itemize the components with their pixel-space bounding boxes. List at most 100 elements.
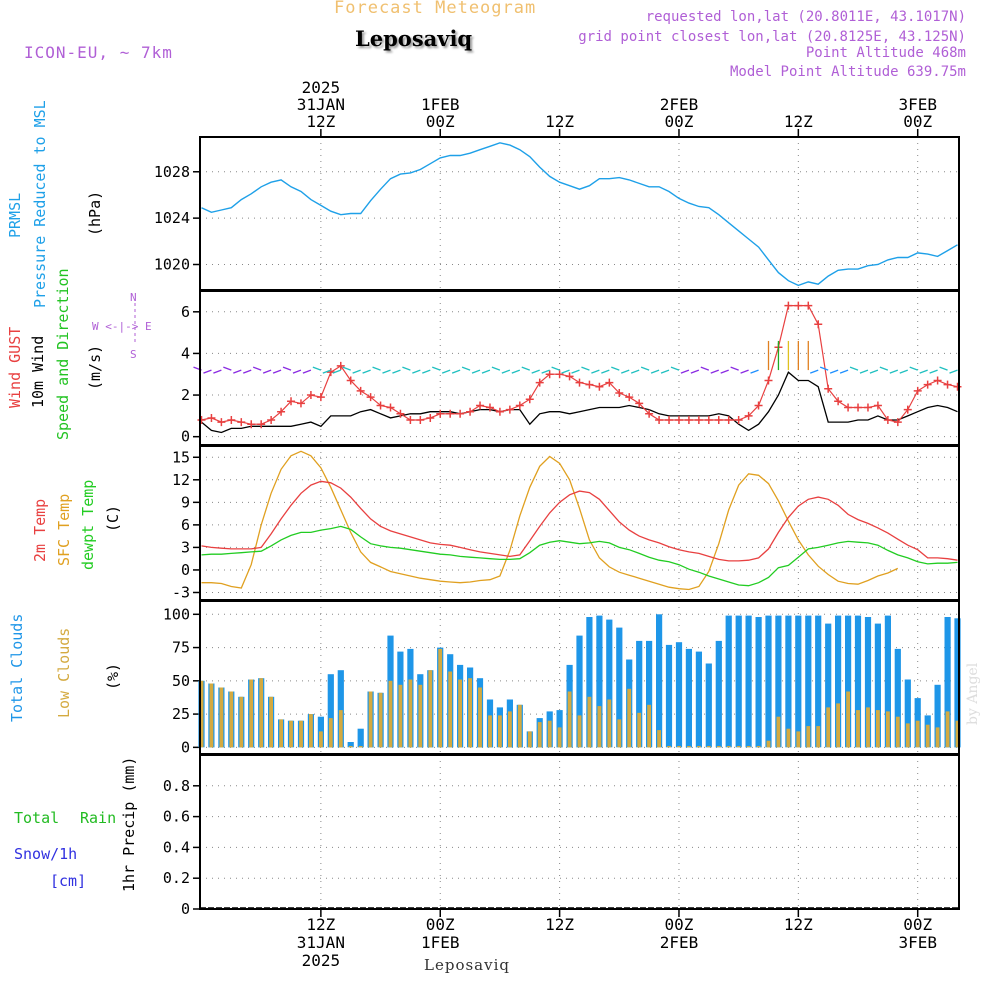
low-cloud-bar (955, 720, 960, 748)
wind-gust-marker (306, 391, 315, 400)
temp-ytick-label: 3 (181, 538, 190, 556)
low-cloud-bar (756, 746, 761, 748)
low-cloud-bar (856, 710, 860, 748)
wind-direction-arrow (441, 369, 451, 374)
top-xlabel-date: 3FEB (898, 95, 937, 114)
low-cloud-bar (657, 730, 661, 748)
low-cloud-bar (557, 727, 562, 748)
low-cloud-bar (289, 720, 293, 748)
pressure-frame (199, 136, 960, 291)
total-cloud-bar (805, 615, 812, 748)
compass-n: N (130, 291, 137, 304)
low-cloud-bar (328, 718, 333, 748)
wind-gust-marker (396, 409, 405, 418)
wind-gust-marker (466, 407, 475, 416)
wind-gust-marker (575, 378, 584, 387)
total-cloud-bar (705, 663, 712, 748)
footer-location: Leposaviq (424, 956, 510, 974)
wind-direction-arrow (621, 369, 630, 374)
wind-gust-marker (505, 405, 514, 414)
total-cloud-bar (775, 615, 782, 748)
wind-direction-arrow (471, 369, 481, 374)
wind-direction-arrow (451, 369, 461, 374)
wind-gust-marker (217, 418, 226, 427)
wind-gust-marker (764, 376, 773, 385)
wind-direction-arrow (262, 369, 272, 374)
total-cloud-bar (685, 648, 692, 748)
temp-ytick-label: 9 (181, 493, 190, 511)
low-cloud-bar (199, 680, 204, 748)
low-cloud-bar (279, 719, 283, 748)
wind-direction-arrow (213, 369, 222, 374)
precip-rain-label: Rain (80, 809, 117, 827)
wind-direction-arrow (352, 369, 361, 374)
total-cloud-bar (576, 635, 583, 748)
wind-ytick-label: 6 (181, 303, 190, 321)
total-cloud-bar (755, 617, 762, 748)
low-cloud-bar (547, 720, 552, 748)
total-cloud-bar (835, 615, 842, 748)
cloud-bars (198, 614, 961, 748)
wind-direction-arrow (720, 369, 729, 374)
wind-gust-marker (257, 420, 266, 429)
wind-gust-marker (197, 416, 206, 425)
wind-direction-arrow (491, 366, 501, 371)
location-title: Leposaviq (355, 26, 473, 51)
low-cloud-bar (597, 706, 602, 748)
low-cloud-bar (706, 746, 711, 748)
low-cloud-bar (846, 691, 850, 748)
wind-direction-arrow (501, 369, 511, 374)
compass-we: W <-|-> E (92, 320, 152, 333)
low-cloud-bar (607, 699, 612, 748)
wind-gust-marker (247, 420, 256, 429)
wind-gust-marker (386, 403, 395, 412)
wind-direction-arrow (640, 366, 650, 371)
low-cloud-bar (716, 746, 721, 748)
wind-direction-arrow (481, 369, 491, 374)
total-cloud-bar (815, 615, 822, 748)
total-cloud-bar (596, 615, 603, 748)
wind-gust-marker (635, 399, 644, 408)
low-cloud-bar (836, 703, 840, 748)
wind-direction-arrow (382, 369, 391, 374)
wind-gust-marker (346, 376, 355, 385)
bottom-xlabel-hour: 00Z (665, 915, 694, 934)
total-cloud-bar (894, 648, 901, 748)
wind-direction-arrow (869, 369, 879, 374)
total-cloud-bar (695, 651, 702, 748)
low-cloud-bar (945, 711, 950, 748)
total-cloud-bar (944, 617, 951, 748)
wind-direction-arrow (432, 366, 441, 371)
wind-gust-marker (714, 416, 723, 425)
top-xlabel-hour: 12Z (545, 112, 574, 131)
total-cloud-bar (656, 614, 663, 748)
wind-direction-arrow (730, 366, 739, 371)
low-cloud-bar (796, 731, 801, 748)
temp-sfc-line (201, 450, 899, 591)
requested-coords: requested lon,lat (20.8011E, 43.1017N) (645, 9, 966, 25)
wind-direction-arrow (909, 366, 918, 371)
low-cloud-bar (905, 723, 910, 748)
temp-ytick-label: 12 (172, 471, 190, 489)
bottom-xlabel-date: 3FEB (898, 933, 937, 952)
low-cloud-bar (736, 746, 741, 748)
wind-gust-marker (863, 403, 872, 412)
wind-gust-marker (903, 405, 912, 414)
model-label: ICON-EU, ~ 7km (24, 43, 173, 62)
low-cloud-bar (209, 683, 214, 748)
wind-direction-arrow (949, 369, 958, 374)
low-cloud-bar (677, 746, 681, 748)
wind-direction-arrow (342, 366, 351, 371)
low-cloud-bar (508, 711, 512, 748)
wind-ytick-label: 4 (181, 344, 190, 362)
wind-direction-arrow (601, 369, 610, 374)
clouds-ytick-label: 50 (172, 672, 190, 690)
low-cloud-bar (766, 740, 771, 748)
low-cloud-bar (816, 726, 821, 748)
total-cloud-bar (845, 615, 852, 748)
wind-gust-marker (456, 409, 465, 418)
wind-ytick-label: 2 (181, 386, 190, 404)
wind-direction-arrow (521, 366, 530, 371)
wind-gust-marker (406, 416, 415, 425)
wind-gust-marker (873, 401, 882, 410)
